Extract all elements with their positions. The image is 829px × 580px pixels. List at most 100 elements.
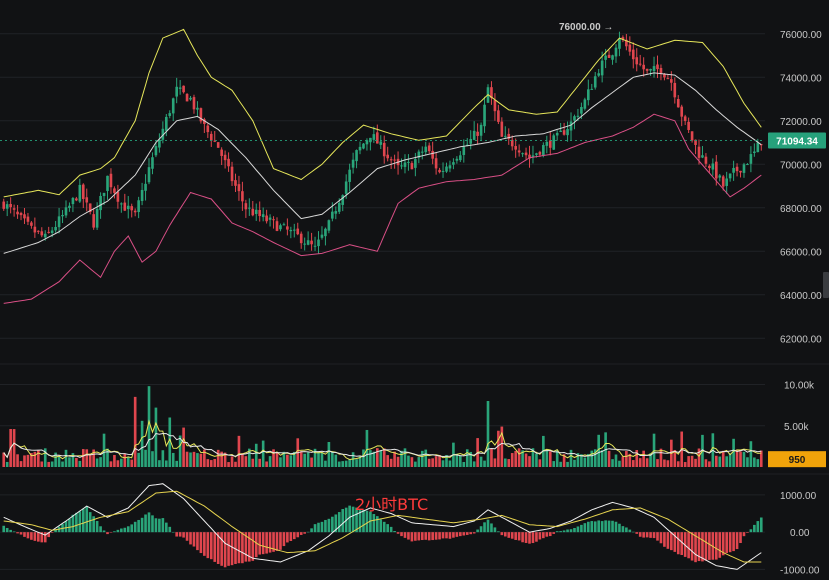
volume-bar bbox=[68, 457, 71, 467]
macd-histogram-bar bbox=[296, 532, 300, 538]
macd-histogram-bar bbox=[521, 532, 524, 543]
macd-histogram-bar bbox=[106, 532, 109, 535]
candle-body bbox=[16, 211, 19, 215]
macd-histogram-bar bbox=[88, 512, 92, 533]
macd-histogram-bar bbox=[728, 532, 732, 553]
candle-body bbox=[469, 138, 473, 144]
candle-body bbox=[144, 183, 147, 191]
candle-body bbox=[61, 214, 64, 217]
candle-body bbox=[711, 163, 715, 170]
candle-body bbox=[580, 107, 583, 114]
macd-histogram-bar bbox=[618, 523, 621, 533]
volume-bar bbox=[33, 451, 37, 467]
volume-bar bbox=[714, 455, 718, 467]
candle-body bbox=[237, 184, 241, 192]
volume-bar bbox=[687, 456, 690, 467]
price-tick-label: 62000.00 bbox=[780, 334, 822, 345]
macd-histogram-bar bbox=[476, 529, 479, 533]
candle-body bbox=[109, 173, 113, 188]
candle-body bbox=[476, 131, 479, 136]
macd-histogram-bar bbox=[386, 524, 390, 533]
candle-body bbox=[642, 64, 645, 70]
candle-body bbox=[597, 73, 601, 76]
candle-body bbox=[510, 139, 514, 147]
macd-histogram-bar bbox=[472, 532, 476, 534]
macd-histogram-bar bbox=[19, 532, 23, 535]
candle-body bbox=[286, 226, 289, 230]
macd-histogram-bar bbox=[358, 509, 362, 533]
axis-scroll-handle[interactable] bbox=[823, 272, 829, 298]
volume-bar bbox=[126, 457, 130, 467]
macd-histogram-bar bbox=[234, 532, 237, 564]
volume-bar bbox=[576, 453, 580, 467]
candle-body bbox=[306, 240, 310, 245]
volume-bar bbox=[414, 461, 417, 467]
volume-bar bbox=[317, 451, 320, 467]
macd-histogram-bar bbox=[434, 532, 438, 540]
candle-body bbox=[123, 202, 127, 211]
macd-histogram-bar bbox=[697, 532, 701, 562]
candle-body bbox=[71, 198, 75, 205]
macd-histogram-bar bbox=[500, 532, 504, 536]
candle-body bbox=[694, 139, 697, 145]
candle-body bbox=[721, 176, 725, 187]
price-tick-label: 76000.00 bbox=[780, 30, 822, 41]
volume-bar bbox=[607, 450, 611, 467]
macd-histogram-bar bbox=[382, 521, 386, 533]
macd-histogram-bar bbox=[171, 531, 175, 533]
macd-histogram-bar bbox=[351, 506, 355, 533]
candle-body bbox=[538, 151, 542, 155]
volume-bar bbox=[265, 461, 268, 467]
macd-histogram-bar bbox=[289, 532, 293, 541]
macd-histogram-bar bbox=[441, 532, 445, 539]
volume-bar bbox=[524, 453, 528, 467]
macd-histogram-bar bbox=[427, 532, 431, 541]
candle-body bbox=[431, 150, 434, 159]
volume-bar bbox=[241, 453, 244, 467]
volume-bar bbox=[756, 459, 760, 467]
macd-histogram-bar bbox=[151, 515, 154, 533]
price-tick-label: 64000.00 bbox=[780, 291, 822, 302]
candle-body bbox=[241, 191, 244, 202]
macd-histogram-bar bbox=[279, 532, 282, 550]
macd-histogram-bar bbox=[645, 532, 649, 538]
candle-body bbox=[258, 210, 262, 217]
candle-body bbox=[441, 170, 445, 172]
macd-histogram-bar bbox=[16, 532, 19, 534]
volume-bar bbox=[521, 450, 524, 467]
volume-bar bbox=[642, 450, 645, 467]
volume-bar bbox=[348, 459, 351, 467]
volume-tick-label: 10.00k bbox=[784, 381, 815, 392]
macd-histogram-bar bbox=[71, 514, 75, 533]
candle-body bbox=[697, 146, 701, 158]
candle-body bbox=[199, 108, 203, 122]
candle-body bbox=[517, 150, 521, 153]
macd-histogram-bar bbox=[331, 516, 334, 533]
candle-body bbox=[189, 97, 192, 100]
volume-bar bbox=[16, 454, 19, 467]
macd-histogram-bar bbox=[503, 532, 507, 537]
macd-histogram-bar bbox=[248, 532, 251, 562]
candle-body bbox=[493, 100, 497, 112]
candle-body bbox=[545, 141, 549, 146]
macd-histogram-bar bbox=[120, 528, 123, 533]
candle-body bbox=[37, 230, 40, 232]
candle-body bbox=[542, 145, 545, 156]
candle-body bbox=[438, 169, 441, 173]
volume-bar bbox=[424, 449, 428, 467]
volume-bar bbox=[566, 461, 569, 467]
candle-body bbox=[590, 88, 594, 90]
volume-bar bbox=[500, 426, 504, 467]
candle-body bbox=[531, 155, 535, 158]
macd-histogram-bar bbox=[756, 521, 760, 533]
volume-bar bbox=[718, 456, 722, 467]
volume-bar bbox=[382, 448, 386, 467]
candle-body bbox=[296, 228, 300, 235]
macd-histogram-bar bbox=[414, 532, 417, 541]
candle-body bbox=[742, 164, 746, 173]
volume-bar bbox=[199, 453, 203, 467]
volume-bar bbox=[147, 386, 151, 467]
candle-body bbox=[659, 68, 663, 74]
volume-tick-label: 5.00k bbox=[784, 422, 809, 433]
volume-bar bbox=[587, 453, 590, 467]
